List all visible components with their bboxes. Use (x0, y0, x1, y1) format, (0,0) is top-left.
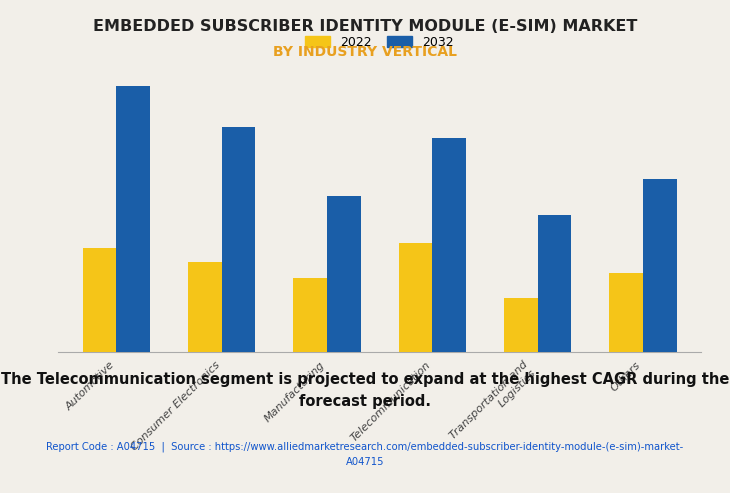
Bar (609, 273, 643, 352)
Bar (537, 215, 572, 352)
Text: BY INDUSTRY VERTICAL: BY INDUSTRY VERTICAL (273, 45, 457, 59)
Text: Report Code : A04715  |  Source : https://www.alliedmarketresearch.com/embedded-: Report Code : A04715 | Source : https://… (47, 441, 683, 466)
Bar (432, 138, 466, 352)
Bar (82, 248, 116, 352)
Bar (188, 262, 222, 352)
Bar (399, 243, 432, 352)
Text: EMBEDDED SUBSCRIBER IDENTITY MODULE (E-SIM) MARKET: EMBEDDED SUBSCRIBER IDENTITY MODULE (E-S… (93, 19, 637, 34)
Text: The Telecommunication segment is projected to expand at the highest CAGR during : The Telecommunication segment is project… (1, 372, 729, 409)
Bar (643, 179, 677, 352)
Bar (222, 127, 255, 352)
Bar (116, 86, 150, 352)
Bar (327, 196, 361, 352)
Legend: 2022, 2032: 2022, 2032 (305, 35, 454, 49)
Bar (504, 298, 537, 352)
Bar (293, 279, 327, 352)
